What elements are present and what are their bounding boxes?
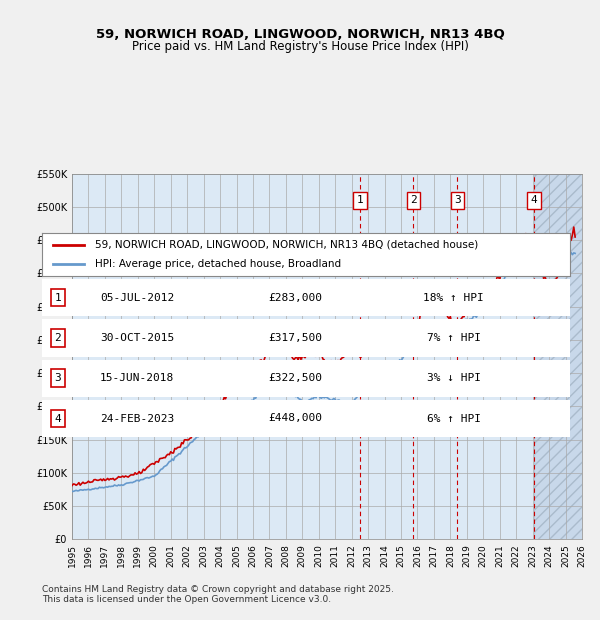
Text: 59, NORWICH ROAD, LINGWOOD, NORWICH, NR13 4BQ: 59, NORWICH ROAD, LINGWOOD, NORWICH, NR1…	[95, 28, 505, 41]
Text: £283,000: £283,000	[268, 293, 322, 303]
Text: 6% ↑ HPI: 6% ↑ HPI	[427, 414, 481, 423]
Bar	[457, 174, 534, 539]
Text: £317,500: £317,500	[268, 333, 322, 343]
Text: Contains HM Land Registry data © Crown copyright and database right 2025.
This d: Contains HM Land Registry data © Crown c…	[42, 585, 394, 604]
Text: 1: 1	[356, 195, 363, 205]
Text: 18% ↑ HPI: 18% ↑ HPI	[424, 293, 484, 303]
Point	[355, 346, 365, 356]
Bar	[413, 174, 457, 539]
Text: HPI: Average price, detached house, Broadland: HPI: Average price, detached house, Broa…	[95, 259, 341, 268]
Text: £448,000: £448,000	[268, 414, 322, 423]
Text: 2: 2	[55, 333, 61, 343]
Text: 3% ↓ HPI: 3% ↓ HPI	[427, 373, 481, 383]
Point	[452, 320, 462, 330]
Text: 4: 4	[530, 195, 538, 205]
Text: 3: 3	[454, 195, 461, 205]
Text: £322,500: £322,500	[268, 373, 322, 383]
Text: 30-OCT-2015: 30-OCT-2015	[100, 333, 174, 343]
Text: 59, NORWICH ROAD, LINGWOOD, NORWICH, NR13 4BQ (detached house): 59, NORWICH ROAD, LINGWOOD, NORWICH, NR1…	[95, 240, 478, 250]
Text: 1: 1	[55, 293, 61, 303]
Point	[529, 236, 539, 246]
Text: 24-FEB-2023: 24-FEB-2023	[100, 414, 174, 423]
Bar	[534, 174, 582, 539]
Point	[409, 323, 418, 333]
Text: 15-JUN-2018: 15-JUN-2018	[100, 373, 174, 383]
Text: 7% ↑ HPI: 7% ↑ HPI	[427, 333, 481, 343]
Text: Price paid vs. HM Land Registry's House Price Index (HPI): Price paid vs. HM Land Registry's House …	[131, 40, 469, 53]
Bar	[360, 174, 413, 539]
Text: 4: 4	[55, 414, 61, 423]
Text: 3: 3	[55, 373, 61, 383]
Text: 05-JUL-2012: 05-JUL-2012	[100, 293, 174, 303]
Text: 2: 2	[410, 195, 417, 205]
